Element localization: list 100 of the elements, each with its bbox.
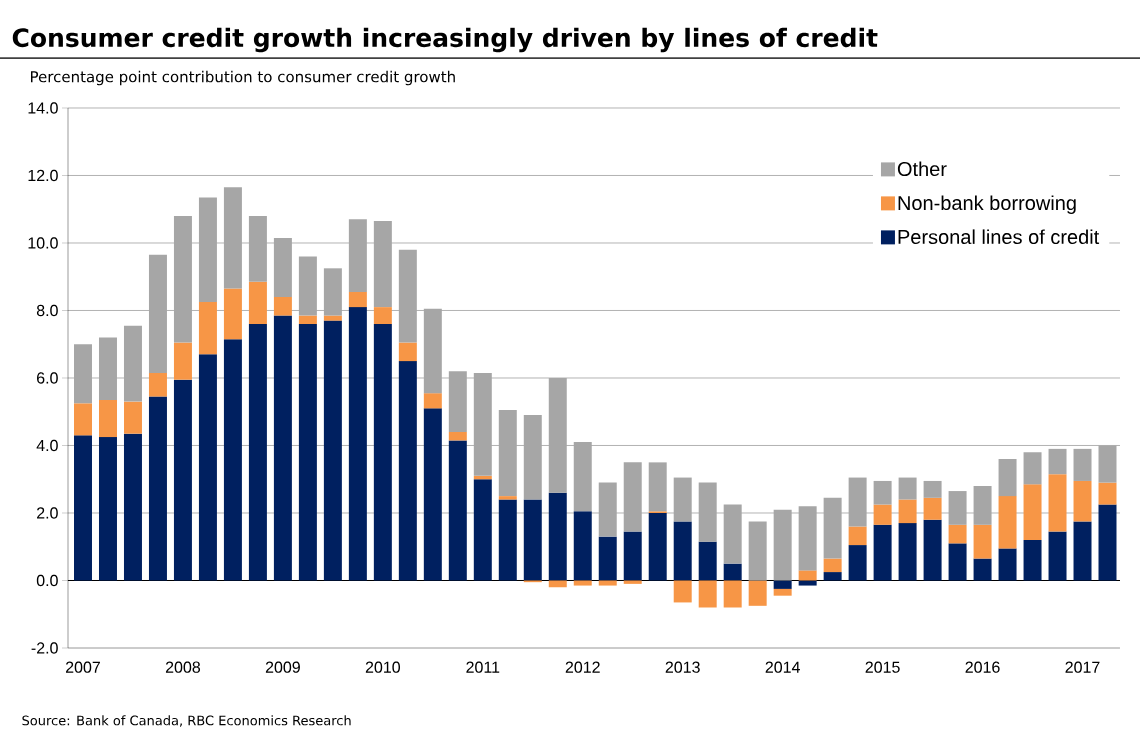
bar (1048, 474, 1067, 532)
y-tick-label: 10.0 (28, 237, 58, 249)
x-tick-label: 2017 (1065, 661, 1100, 673)
bar (823, 572, 842, 581)
bar (723, 504, 742, 564)
bar (773, 588, 792, 596)
bar (673, 477, 692, 522)
y-axis-title: Percentage point contribution to consumer credit growth (31, 70, 455, 86)
bar (398, 342, 417, 362)
bar (498, 410, 517, 497)
bar (948, 491, 967, 525)
y-tick-label: -2.0 (31, 642, 58, 654)
bar (223, 339, 242, 581)
bar (898, 477, 917, 500)
bar (698, 482, 717, 542)
bar (1098, 482, 1117, 505)
y-tick-label: 14.0 (28, 102, 58, 114)
chart-title: Consumer credit growth increasingly driven by lines of credit (12, 27, 878, 53)
bar (98, 399, 117, 438)
bar (623, 462, 642, 532)
bar (473, 372, 492, 476)
bar (198, 354, 217, 581)
bar (923, 480, 942, 498)
bar (998, 496, 1017, 549)
bar (948, 543, 967, 581)
bar (998, 459, 1017, 497)
bar (448, 371, 467, 432)
bar (573, 442, 592, 512)
bar (448, 440, 467, 581)
bar (873, 504, 892, 525)
bar (348, 219, 367, 292)
bar (573, 580, 592, 586)
bar (373, 307, 392, 324)
bar (373, 221, 392, 308)
bar (198, 197, 217, 303)
x-tick-label: 2007 (66, 661, 100, 673)
bar (598, 536, 617, 581)
bar (673, 580, 692, 603)
bar (173, 215, 192, 343)
bar (398, 361, 417, 581)
x-tick-label: 2014 (765, 661, 800, 673)
bar (273, 315, 292, 581)
bar (223, 288, 242, 340)
bar (248, 324, 267, 581)
bar (123, 325, 142, 402)
bar (198, 302, 217, 355)
bar (123, 433, 142, 581)
bar (973, 524, 992, 559)
bar (873, 524, 892, 581)
bar (173, 379, 192, 581)
bar (648, 513, 667, 581)
bar (1073, 480, 1092, 522)
bar (898, 523, 917, 581)
x-tick-label: 2011 (466, 661, 500, 673)
y-tick-label: 0.0 (36, 574, 58, 587)
bar (148, 396, 167, 581)
bar (298, 315, 317, 324)
bar (148, 254, 167, 373)
bar (423, 308, 442, 394)
source-note: Source: Bank of Canada, RBC Economics Research (22, 715, 351, 727)
bar (248, 215, 267, 282)
bar (523, 415, 542, 500)
bar (598, 580, 617, 586)
bar (848, 477, 867, 527)
bar (74, 403, 92, 436)
bar (973, 558, 992, 581)
bar (298, 324, 317, 581)
y-tick-label: 4.0 (36, 439, 58, 452)
legend-label: Personal lines of credit (898, 229, 1100, 245)
bar (323, 320, 342, 581)
bar (498, 499, 517, 581)
bar (673, 521, 692, 581)
bar (723, 563, 742, 581)
y-tick-label: 2.0 (37, 507, 58, 519)
bar (998, 548, 1017, 581)
bar (798, 580, 817, 586)
bar (623, 531, 642, 581)
bar (923, 519, 942, 581)
bar (1098, 445, 1117, 483)
bar (1073, 448, 1092, 481)
bar (823, 497, 842, 559)
bar (823, 558, 842, 573)
y-tick-label: 12.0 (28, 169, 58, 182)
bar (773, 580, 792, 589)
bar (948, 524, 967, 544)
bar (873, 480, 892, 505)
bar (373, 324, 392, 581)
bar (648, 462, 667, 512)
bar (398, 249, 417, 343)
x-tick-label: 2009 (265, 661, 300, 673)
bar (548, 378, 567, 493)
bar (1048, 531, 1067, 581)
bar (74, 344, 92, 404)
bar (698, 580, 717, 608)
bar (298, 256, 317, 316)
bar (1098, 504, 1117, 581)
bar (1023, 540, 1042, 581)
bar (123, 401, 142, 434)
bar (98, 337, 117, 400)
bar (848, 526, 867, 546)
